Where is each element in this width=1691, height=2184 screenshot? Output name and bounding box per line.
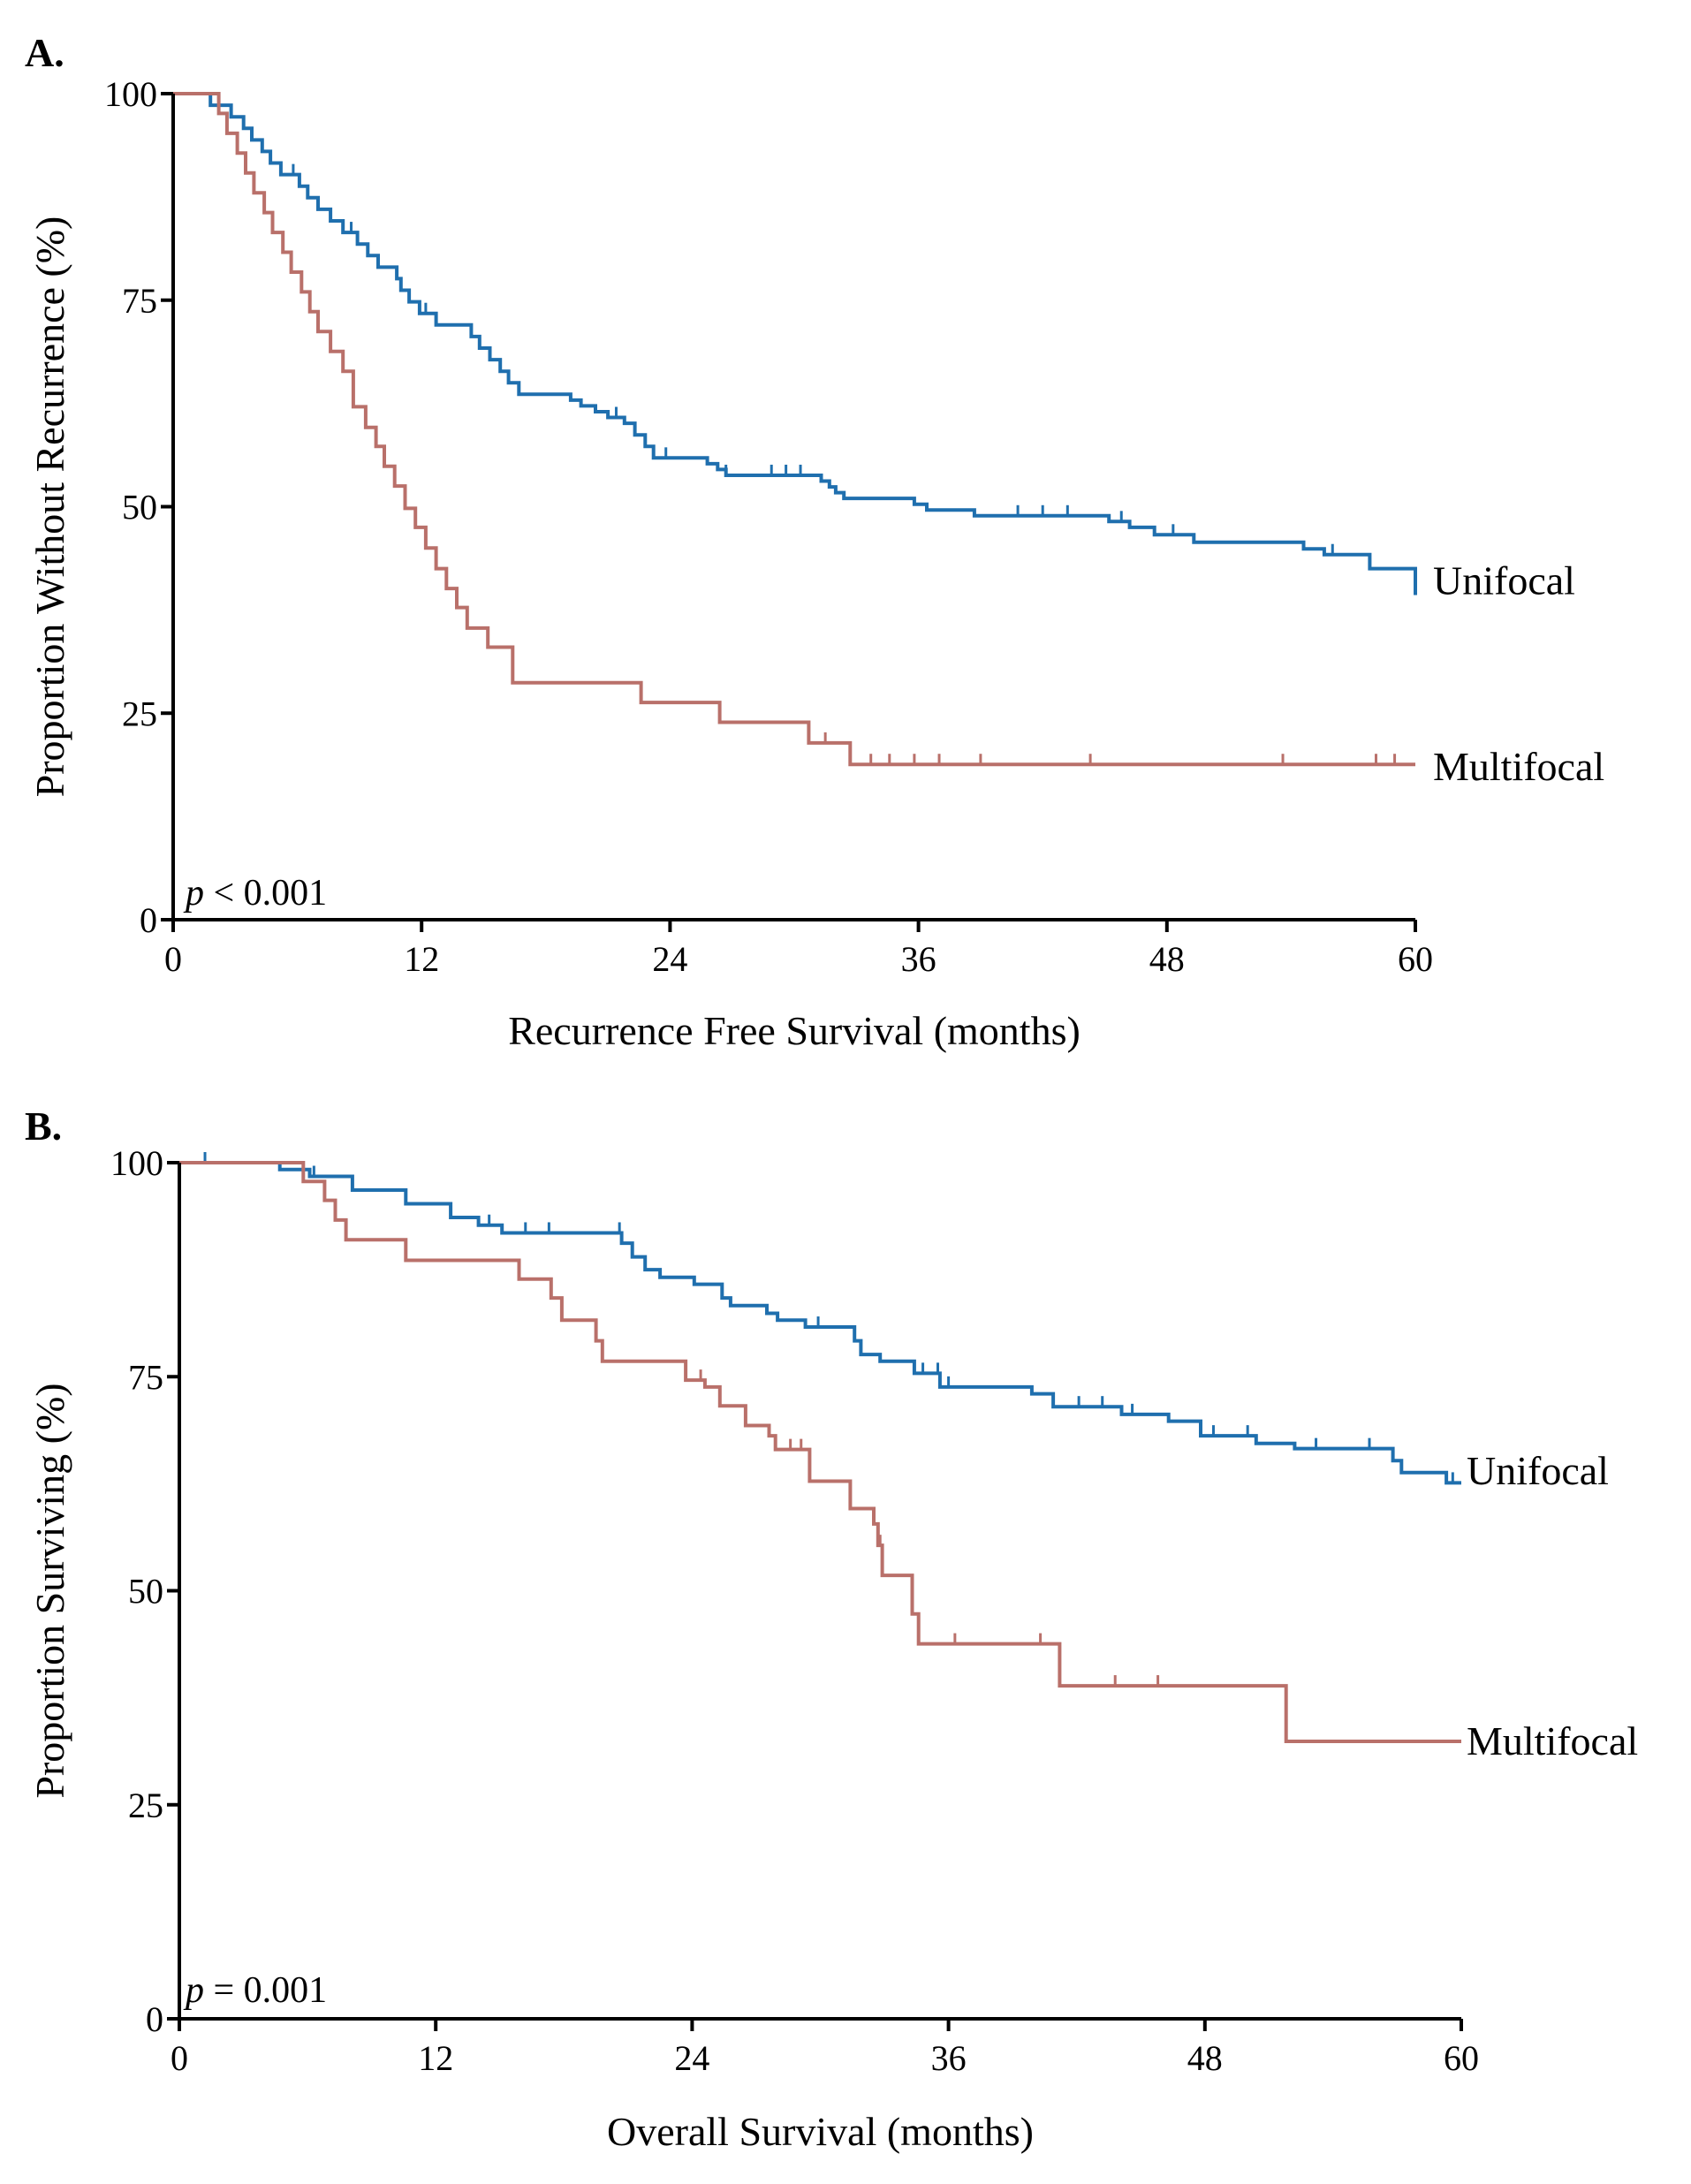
y-tick-label: 100: [110, 1143, 163, 1183]
y-tick-label: 25: [128, 1786, 163, 1825]
panel-letter: A.: [25, 30, 64, 75]
p-value: = 0.001: [204, 1970, 327, 2011]
y-tick-label: 25: [122, 694, 157, 733]
y-tick-label: 0: [140, 900, 157, 940]
series-line-unifocal: [179, 1161, 1461, 1485]
x-tick-label: 0: [171, 2038, 188, 2078]
series-line-multifocal: [179, 1161, 1461, 1743]
chart-panel-a: A. Unifocal Multifocal 0 25 50 75 100 0 12 24 36 48 6…: [25, 30, 1604, 1053]
series-label-unifocal: Unifocal: [1467, 1448, 1609, 1493]
x-tick-label: 12: [418, 2038, 453, 2078]
p-value-annotation: p = 0.001: [183, 1970, 327, 2011]
series-label-unifocal: Unifocal: [1433, 558, 1575, 603]
x-tick-label: 12: [404, 939, 439, 979]
x-tick-label: 24: [652, 939, 687, 979]
series-label-multifocal: Multifocal: [1433, 744, 1604, 789]
p-symbol: p: [183, 1970, 204, 2011]
p-value: < 0.001: [204, 873, 327, 914]
y-tick-label: 75: [122, 281, 157, 321]
p-symbol: p: [183, 873, 204, 914]
x-tick-label: 60: [1398, 939, 1433, 979]
p-value-annotation: p < 0.001: [183, 873, 327, 914]
series-label-multifocal: Multifocal: [1467, 1718, 1638, 1763]
x-tick-label: 48: [1149, 939, 1185, 979]
x-axis-title: Overall Survival (months): [607, 2109, 1034, 2154]
y-axis-title: Proportion Without Recurrence (%): [27, 216, 72, 798]
series-line-unifocal: [173, 92, 1417, 595]
x-tick-label: 60: [1444, 2038, 1479, 2078]
y-tick-label: 0: [146, 1999, 163, 2039]
x-tick-label: 36: [931, 2038, 967, 2078]
y-axis-title: Proportion Surviving (%): [27, 1383, 72, 1798]
x-tick-label: 36: [901, 939, 936, 979]
x-tick-label: 48: [1187, 2038, 1223, 2078]
y-tick-label: 50: [122, 488, 157, 527]
chart-panel-b: B. Unifocal Multifocal 0 25 50 75 100 0 12 24 36 48 6…: [25, 1103, 1638, 2154]
x-axis-title: Recurrence Free Survival (months): [508, 1008, 1081, 1053]
x-tick-label: 0: [164, 939, 182, 979]
y-tick-label: 100: [104, 74, 157, 114]
x-tick-label: 24: [674, 2038, 709, 2078]
y-tick-label: 50: [128, 1572, 163, 1611]
panel-letter: B.: [25, 1103, 62, 1149]
y-tick-label: 75: [128, 1357, 163, 1397]
series-line-multifocal: [173, 92, 1415, 767]
